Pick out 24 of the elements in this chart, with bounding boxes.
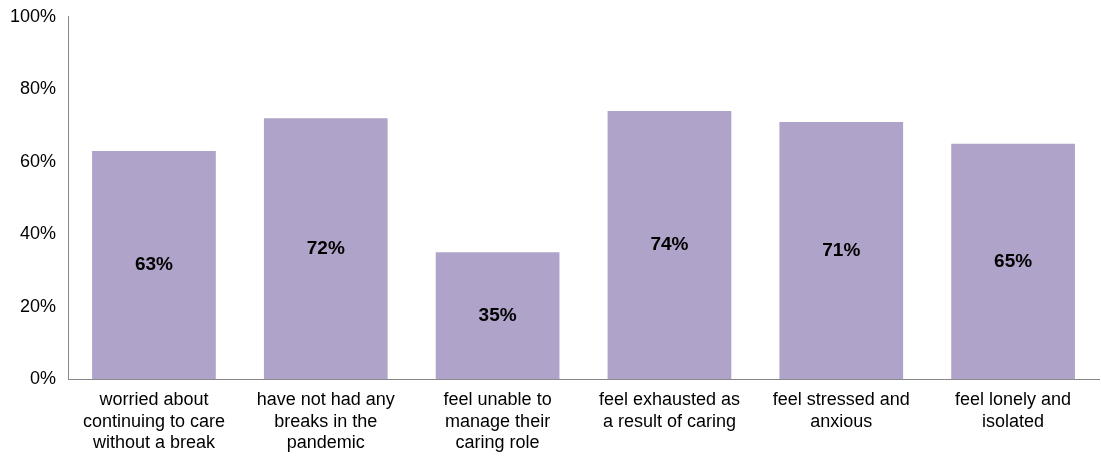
bar xyxy=(951,143,1075,380)
data-label: 65% xyxy=(994,249,1033,271)
y-tick-label: 40% xyxy=(20,223,57,244)
y-tick-label: 100% xyxy=(9,5,57,26)
data-label: 74% xyxy=(650,233,689,255)
x-tick-label: feel unable to manage their caring role xyxy=(443,388,552,453)
bar xyxy=(607,111,732,380)
y-tick-label: 20% xyxy=(20,295,57,316)
data-label: 71% xyxy=(822,238,861,260)
bar xyxy=(779,121,904,380)
y-tick-label: 80% xyxy=(20,78,57,99)
x-tick-label: feel exhausted as a result of caring xyxy=(598,388,740,431)
data-label: 72% xyxy=(306,236,345,258)
bar xyxy=(92,150,216,380)
y-tick-label: 0% xyxy=(30,368,57,389)
x-tick-label: feel lonely and isolated xyxy=(955,388,1072,431)
y-tick-label: 60% xyxy=(20,150,57,171)
data-label: 35% xyxy=(478,304,517,326)
x-tick-label: worried about continuing to care without a break xyxy=(82,388,225,453)
x-tick-label: feel stressed and anxious xyxy=(772,388,910,431)
bar xyxy=(435,252,560,380)
bar xyxy=(263,118,388,380)
data-label: 63% xyxy=(134,253,174,275)
x-tick-label: have not had any breaks in the pandemic xyxy=(256,388,395,453)
